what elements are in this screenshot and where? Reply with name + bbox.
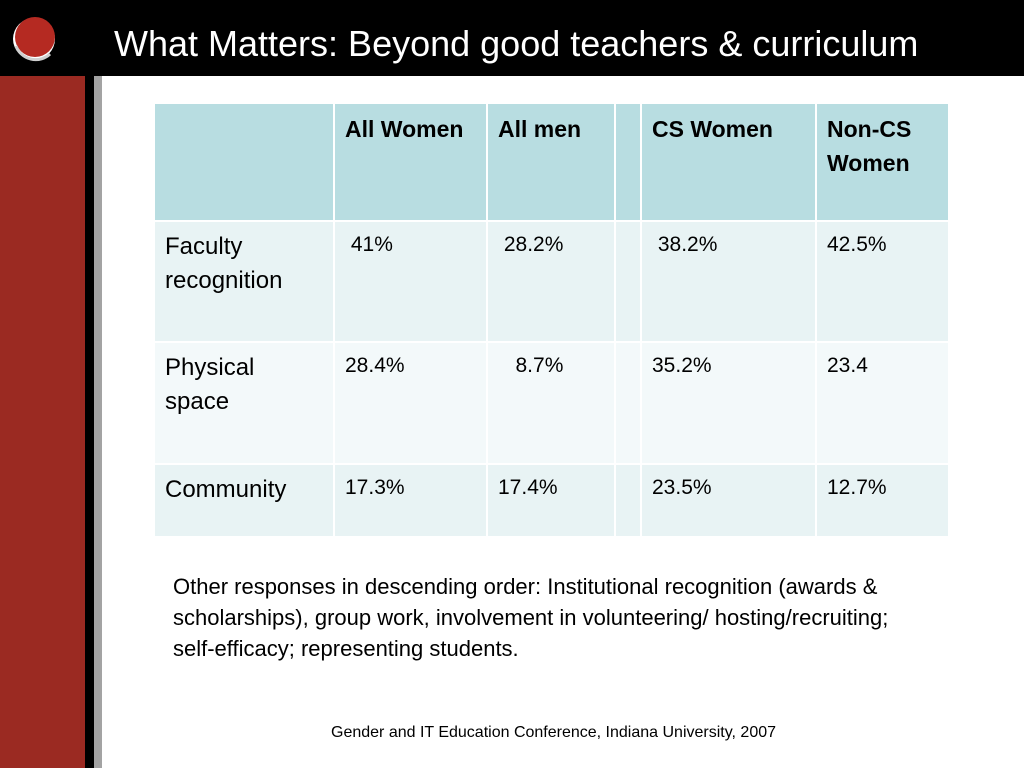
table-cell: 23.5% xyxy=(640,462,817,539)
row-label: Faculty recognition xyxy=(153,219,335,344)
left-accent-bar xyxy=(0,76,85,768)
table-cell: 28.2% xyxy=(486,219,616,344)
table-row: Community 17.3% 17.4% 23.5% 12.7% xyxy=(153,462,950,539)
table-cell: 17.4% xyxy=(486,462,616,539)
slide-title: What Matters: Beyond good teachers & cur… xyxy=(114,23,919,64)
table-cell-spacer xyxy=(614,219,642,344)
results-table: All Women All men CS Women Non-CS Women … xyxy=(153,102,950,539)
other-responses-note: Other responses in descending order: Ins… xyxy=(173,574,889,661)
left-divider-gray xyxy=(94,76,102,768)
table-row: Physical space 28.4% 8.7% 35.2% 23.4 xyxy=(153,341,950,465)
table-cell: 12.7% xyxy=(815,462,950,539)
table-cell: 23.4 xyxy=(815,341,950,465)
table-cell: 17.3% xyxy=(333,462,488,539)
header-cell-all-men: All men xyxy=(486,102,616,222)
table-cell: 28.4% xyxy=(333,341,488,465)
header-cell-all-women: All Women xyxy=(333,102,488,222)
red-circle-logo-icon xyxy=(10,14,58,62)
header-cell-spacer xyxy=(614,102,642,222)
left-divider-dark xyxy=(85,76,94,768)
table-cell-spacer xyxy=(614,462,642,539)
header-cell-non-cs-women: Non-CS Women xyxy=(815,102,950,222)
table-cell-spacer xyxy=(614,341,642,465)
table-cell: 8.7% xyxy=(486,341,616,465)
table-cell: 38.2% xyxy=(640,219,817,344)
table-header-row: All Women All men CS Women Non-CS Women xyxy=(153,102,950,222)
table-row: Faculty recognition 41% 28.2% 38.2% 42.5… xyxy=(153,219,950,344)
table-cell: 41% xyxy=(333,219,488,344)
title-bar: What Matters: Beyond good teachers & cur… xyxy=(0,0,1024,76)
source-footer: Gender and IT Education Conference, Indi… xyxy=(331,724,777,741)
table-cell: 35.2% xyxy=(640,341,817,465)
row-label: Physical space xyxy=(153,341,335,465)
header-cell-corner xyxy=(153,102,335,222)
header-cell-cs-women: CS Women xyxy=(640,102,817,222)
table-cell: 42.5% xyxy=(815,219,950,344)
row-label: Community xyxy=(153,462,335,539)
